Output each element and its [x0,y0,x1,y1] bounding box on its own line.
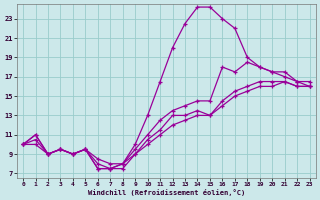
X-axis label: Windchill (Refroidissement éolien,°C): Windchill (Refroidissement éolien,°C) [88,189,245,196]
